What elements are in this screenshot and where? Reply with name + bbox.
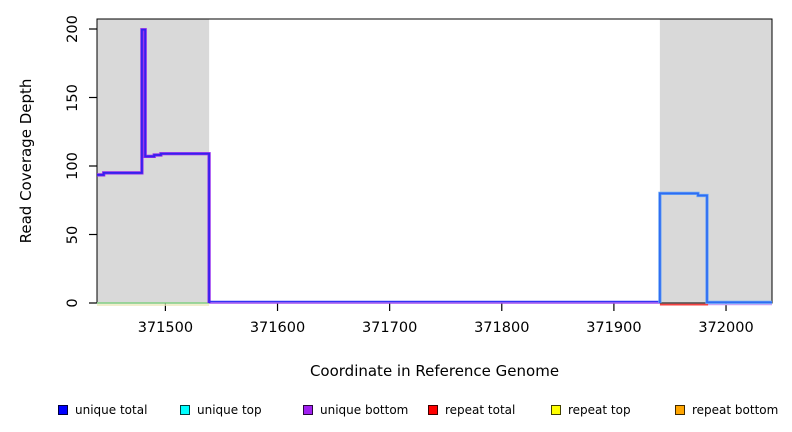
legend-swatch — [58, 405, 68, 415]
x-tick-label: 371600 — [249, 320, 306, 336]
x-tick-label: 371500 — [137, 320, 194, 336]
legend-swatch — [180, 405, 190, 415]
x-axis-title: Coordinate in Reference Genome — [309, 362, 560, 380]
legend-label: repeat bottom — [692, 403, 779, 417]
legend-item: unique bottom — [303, 402, 408, 418]
legend-swatch — [303, 405, 313, 415]
x-tick-label: 372000 — [698, 320, 754, 336]
legend-item: unique top — [180, 402, 262, 418]
legend-label: unique bottom — [320, 403, 409, 417]
shaded-region — [97, 19, 210, 303]
legend-swatch — [675, 405, 685, 415]
legend-label: unique top — [197, 403, 262, 417]
y-tick-label: 0 — [65, 298, 81, 308]
legend-item: repeat total — [428, 402, 515, 418]
legend-item: repeat top — [551, 402, 631, 418]
y-tick-label: 200 — [65, 15, 81, 43]
legend-label: repeat top — [568, 403, 631, 417]
y-tick-label: 100 — [65, 152, 81, 180]
legend-item: repeat bottom — [675, 402, 778, 418]
x-tick-label: 371900 — [586, 320, 642, 336]
x-tick-label: 371700 — [361, 320, 418, 336]
legend-swatch — [551, 405, 561, 415]
x-tick-label: 371800 — [474, 320, 530, 336]
y-tick-label: 50 — [65, 225, 81, 244]
y-axis-title: Read Coverage Depth — [17, 78, 35, 244]
plot-area — [89, 18, 773, 311]
y-tick-label: 150 — [65, 83, 81, 112]
legend-item: unique total — [58, 402, 147, 418]
unique-total-left-line — [97, 28, 210, 303]
unique-total-right-line — [659, 192, 772, 304]
legend-swatch — [428, 405, 438, 415]
shaded-region — [659, 19, 772, 303]
legend-label: repeat total — [445, 403, 516, 417]
legend-label: unique total — [75, 403, 148, 417]
